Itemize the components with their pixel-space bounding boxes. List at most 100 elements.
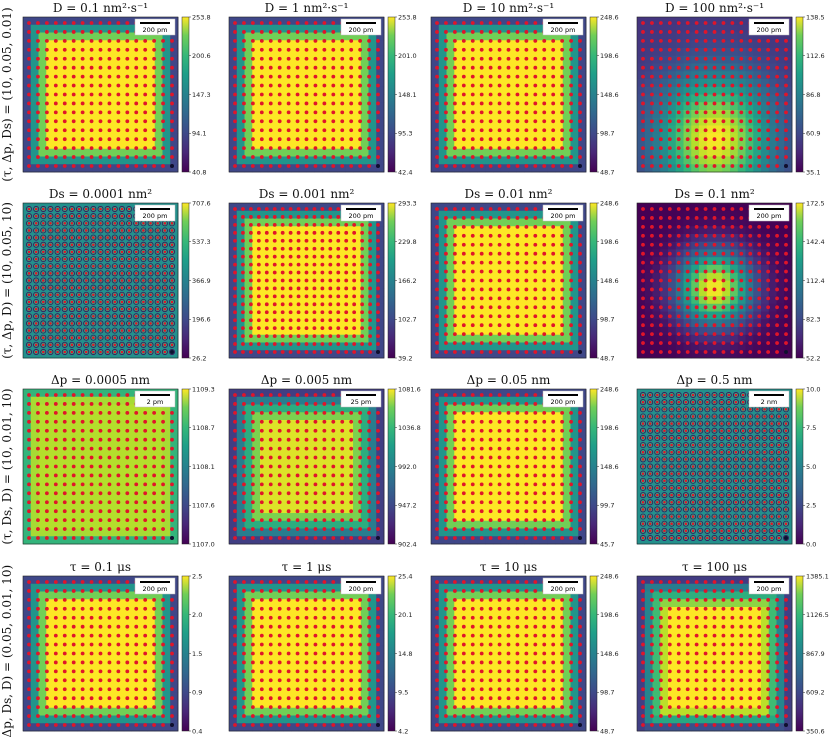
heat-cell xyxy=(469,79,478,88)
lattice-point xyxy=(358,83,363,88)
lattice-point xyxy=(766,119,771,124)
heat-cell xyxy=(493,94,502,103)
heat-cell xyxy=(691,40,700,49)
heat-cell xyxy=(446,148,455,157)
heat-cell xyxy=(699,133,708,142)
heat-cell xyxy=(516,86,525,95)
heat-cell xyxy=(368,48,377,57)
heat-cell xyxy=(275,164,284,173)
lattice-point xyxy=(488,110,493,115)
heat-cell xyxy=(85,117,94,126)
heat-cell xyxy=(578,86,587,95)
lattice-point xyxy=(142,350,145,354)
lattice-point xyxy=(312,254,317,259)
heat-cell xyxy=(360,71,369,80)
lattice-point xyxy=(27,250,31,254)
lattice-point xyxy=(641,101,645,106)
heat-cell xyxy=(46,156,55,165)
lattice-point xyxy=(170,119,174,124)
heat-cell xyxy=(776,156,785,165)
heat-cell xyxy=(438,133,447,142)
lattice-point xyxy=(92,300,95,304)
lattice-point xyxy=(328,302,333,307)
lattice-point xyxy=(650,164,654,168)
heat-cell xyxy=(154,55,163,64)
lattice-point xyxy=(256,262,261,267)
heat-cell xyxy=(737,48,746,57)
lattice-point xyxy=(748,146,753,151)
lattice-point xyxy=(116,65,121,70)
heat-cell xyxy=(578,94,587,103)
lattice-point xyxy=(358,38,363,43)
heat-cell xyxy=(123,32,132,41)
heat-cell xyxy=(69,94,78,103)
lattice-point xyxy=(313,110,318,115)
lattice-point xyxy=(658,137,663,142)
heat-cell xyxy=(147,280,156,289)
lattice-point xyxy=(650,21,654,25)
lattice-point xyxy=(44,92,49,97)
heat-cell xyxy=(252,17,261,26)
heat-cell xyxy=(508,110,517,119)
lattice-point xyxy=(233,278,237,283)
lattice-point xyxy=(739,146,744,151)
heat-cell xyxy=(714,71,723,80)
lattice-point xyxy=(313,38,318,43)
heat-cell xyxy=(236,17,245,26)
heat-cell xyxy=(345,141,354,150)
lattice-point xyxy=(667,92,672,97)
heat-cell xyxy=(462,110,471,119)
heat-cell xyxy=(100,327,109,336)
heat-cell xyxy=(691,86,700,95)
lattice-point xyxy=(479,128,484,133)
lattice-point xyxy=(149,293,152,297)
lattice-point xyxy=(685,164,690,168)
heat-cell xyxy=(376,32,385,41)
heat-cell xyxy=(637,86,646,95)
heat-cell xyxy=(753,110,762,119)
heat-cell xyxy=(485,94,494,103)
heat-cell xyxy=(706,148,715,157)
lattice-point xyxy=(676,101,681,106)
heat-cell xyxy=(298,71,307,80)
lattice-point xyxy=(560,146,565,151)
lattice-point xyxy=(80,164,85,168)
lattice-point xyxy=(542,155,547,159)
lattice-point xyxy=(296,207,301,211)
lattice-point xyxy=(721,137,726,142)
lattice-point xyxy=(98,164,103,168)
heat-cell xyxy=(92,24,101,33)
heat-cell xyxy=(462,24,471,33)
heat-cell xyxy=(291,133,300,142)
heat-cell xyxy=(329,133,338,142)
lattice-point xyxy=(444,30,448,34)
lattice-point xyxy=(721,38,726,43)
lattice-point xyxy=(288,215,293,219)
heat-cell xyxy=(660,71,669,80)
heat-cell xyxy=(322,71,331,80)
lattice-point xyxy=(461,110,466,115)
heat-cell xyxy=(753,133,762,142)
heat-cell xyxy=(131,148,140,157)
heat-cell xyxy=(244,86,253,95)
lattice-point xyxy=(233,294,237,299)
lattice-point xyxy=(757,155,762,159)
lattice-point xyxy=(748,74,753,79)
lattice-point xyxy=(134,279,138,282)
lattice-point xyxy=(116,30,121,34)
lattice-point xyxy=(272,294,277,299)
heat-cell xyxy=(360,125,369,134)
heat-cell xyxy=(722,40,731,49)
lattice-point xyxy=(71,65,76,70)
lattice-point xyxy=(435,21,439,25)
lattice-point xyxy=(312,342,317,346)
lattice-point xyxy=(739,110,744,115)
lattice-point xyxy=(685,74,690,79)
lattice-point xyxy=(376,286,380,291)
heat-cell xyxy=(446,17,455,26)
lattice-point xyxy=(149,229,152,232)
lattice-point xyxy=(63,207,67,211)
heat-cell xyxy=(469,40,478,49)
heat-cell xyxy=(291,102,300,111)
heat-cell xyxy=(454,71,463,80)
